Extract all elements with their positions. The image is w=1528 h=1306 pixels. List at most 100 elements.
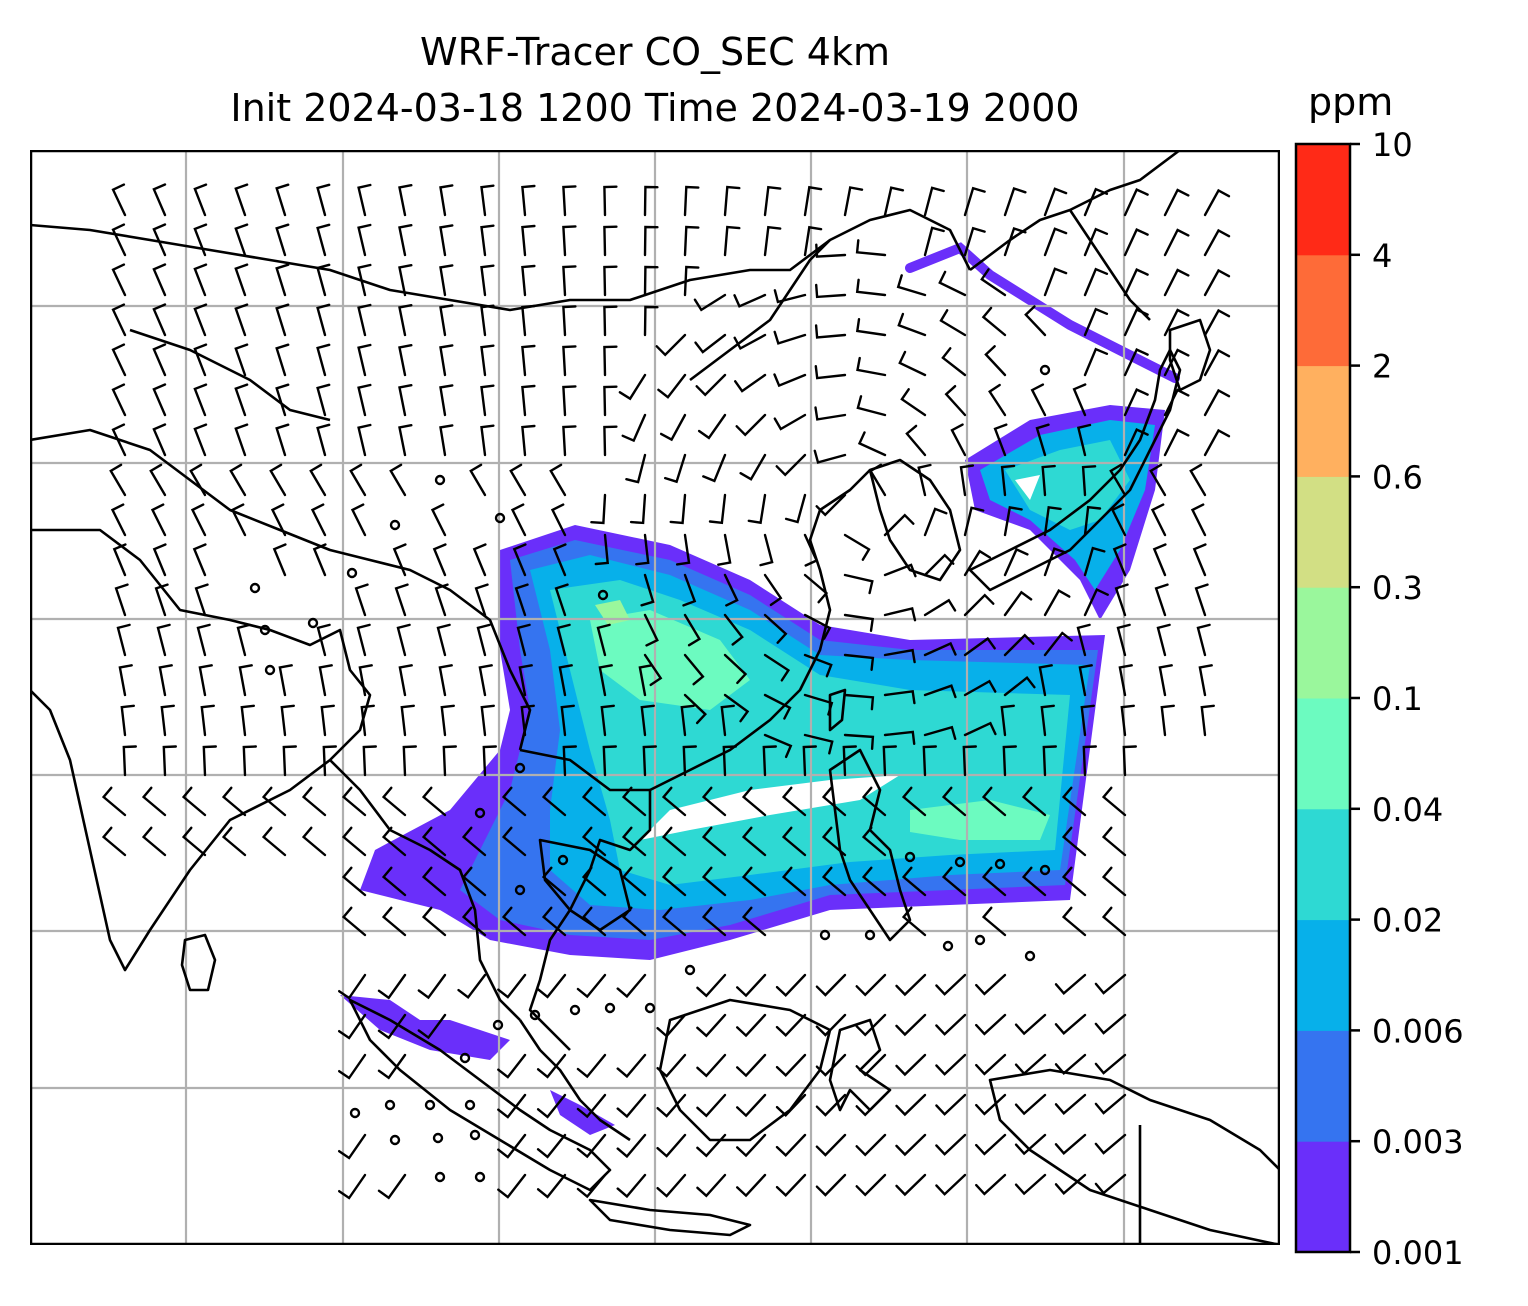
wind-barb bbox=[941, 786, 967, 817]
wind-barb bbox=[642, 745, 657, 777]
wind-barb bbox=[803, 653, 833, 678]
wind-barb bbox=[625, 453, 647, 484]
wind-barb bbox=[814, 324, 847, 339]
wind-barb bbox=[357, 343, 372, 377]
wind-barb bbox=[581, 866, 607, 897]
wind-barb bbox=[616, 1173, 647, 1199]
wind-barb bbox=[275, 383, 290, 417]
wind-barb bbox=[261, 786, 287, 817]
colorbar-tick-label: 0.3 bbox=[1372, 569, 1423, 607]
wind-barb bbox=[439, 184, 454, 217]
wind-barb bbox=[152, 183, 167, 217]
wind-barb bbox=[656, 1173, 687, 1198]
wind-barb bbox=[562, 425, 577, 457]
wind-barb bbox=[152, 423, 167, 457]
wind-barb bbox=[763, 733, 793, 759]
wind-barb bbox=[160, 704, 175, 737]
wind-barb bbox=[497, 1053, 527, 1079]
wind-barb bbox=[763, 613, 788, 644]
wind-barb bbox=[975, 1093, 1007, 1116]
calm-marker bbox=[974, 934, 986, 946]
wind-barb bbox=[696, 1053, 727, 1078]
wind-barb bbox=[739, 453, 767, 481]
wind-barb bbox=[193, 383, 208, 417]
wind-barb bbox=[1024, 305, 1047, 337]
wind-barb bbox=[883, 186, 905, 217]
wind-barb bbox=[152, 223, 167, 257]
wind-barb bbox=[661, 786, 687, 817]
wind-barb bbox=[963, 186, 986, 217]
wind-barb bbox=[815, 493, 847, 517]
wind-barb bbox=[661, 866, 687, 897]
wind-barb bbox=[1203, 348, 1231, 377]
wind-barb bbox=[696, 1133, 727, 1158]
wind-barb bbox=[550, 503, 567, 537]
wind-barb bbox=[621, 866, 647, 897]
wind-barb bbox=[1021, 866, 1047, 897]
map-panel bbox=[30, 150, 1280, 1245]
wind-barb bbox=[181, 786, 207, 817]
wind-barb bbox=[935, 1133, 967, 1156]
wind-barb bbox=[234, 263, 249, 297]
wind-barb bbox=[338, 973, 367, 1000]
wind-barb bbox=[922, 745, 937, 777]
wind-barb bbox=[536, 1133, 567, 1159]
wind-barb bbox=[202, 745, 217, 777]
wind-barb bbox=[442, 745, 457, 777]
wind-barb bbox=[154, 583, 169, 617]
wind-barb bbox=[618, 373, 647, 401]
colorbar-swatch bbox=[1296, 587, 1350, 699]
wind-barb bbox=[275, 183, 290, 217]
calm-marker bbox=[349, 1107, 361, 1119]
wind-barb bbox=[1061, 906, 1087, 937]
wind-barb bbox=[198, 664, 213, 697]
wind-barb bbox=[111, 183, 127, 217]
calm-marker bbox=[434, 1171, 446, 1183]
wind-barb bbox=[101, 786, 127, 817]
colorbar-swatch bbox=[1296, 919, 1350, 1031]
calm-marker bbox=[864, 929, 876, 941]
wind-barb bbox=[598, 664, 613, 697]
wind-barb bbox=[316, 263, 331, 297]
wind-barb bbox=[1094, 1133, 1127, 1155]
wind-barb bbox=[1123, 308, 1149, 337]
wind-barb bbox=[1101, 786, 1127, 817]
wind-barb bbox=[341, 786, 367, 817]
calm-marker bbox=[474, 807, 486, 819]
wind-barb bbox=[901, 786, 927, 817]
wind-barb bbox=[158, 664, 173, 697]
wind-barb bbox=[935, 1093, 967, 1116]
wind-barb bbox=[480, 704, 495, 737]
wind-barb bbox=[1203, 428, 1231, 457]
wind-barb bbox=[856, 395, 887, 417]
wind-barb bbox=[377, 1053, 407, 1080]
wind-barb bbox=[861, 786, 887, 817]
wind-barb bbox=[1150, 503, 1167, 537]
wind-barb bbox=[1003, 547, 1029, 577]
wind-barb bbox=[1094, 973, 1127, 995]
wind-barb bbox=[417, 973, 447, 1000]
calm-marker bbox=[954, 856, 966, 868]
wind-barb bbox=[629, 493, 647, 525]
wind-barb bbox=[603, 305, 618, 337]
wind-barb bbox=[360, 704, 375, 737]
wind-barb bbox=[221, 826, 247, 857]
wind-barb bbox=[1196, 623, 1211, 657]
wind-barb bbox=[118, 664, 133, 697]
wind-barb bbox=[1003, 633, 1035, 657]
wind-barb bbox=[316, 383, 331, 417]
wind-barb bbox=[775, 1133, 807, 1157]
wind-barb bbox=[962, 745, 977, 777]
wind-barb bbox=[696, 973, 727, 998]
wind-barb bbox=[234, 383, 249, 417]
wind-barb bbox=[1000, 464, 1016, 497]
wind-barb bbox=[695, 373, 727, 397]
wind-barb bbox=[815, 1053, 847, 1077]
wind-barb bbox=[389, 463, 407, 497]
wind-barb bbox=[536, 1093, 567, 1119]
wind-barb bbox=[521, 224, 536, 257]
wind-barb bbox=[234, 423, 249, 457]
wind-barb bbox=[114, 583, 129, 617]
wind-barb bbox=[896, 274, 927, 297]
wind-barb bbox=[541, 906, 567, 937]
